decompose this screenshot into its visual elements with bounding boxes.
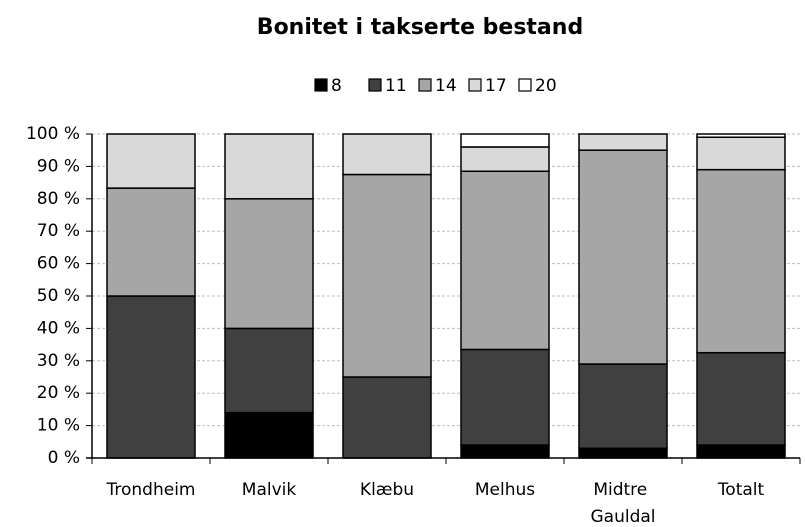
legend-swatch	[468, 78, 482, 92]
bar-segment	[224, 411, 314, 459]
x-tick-label: Trondheim	[106, 480, 196, 500]
y-tick-label: 60 %	[37, 254, 80, 274]
bar-segment	[696, 136, 786, 171]
x-tick-label: Totalt	[717, 480, 765, 500]
y-tick-label: 70 %	[37, 221, 80, 241]
bar-segment	[578, 133, 668, 151]
bar-segment	[460, 444, 550, 459]
bar-segment	[696, 168, 786, 354]
legend-label: 8	[331, 76, 342, 96]
bar-segment	[578, 363, 668, 450]
legend-swatch	[314, 78, 328, 92]
legend-swatch	[368, 78, 382, 92]
bar-segment	[460, 146, 550, 173]
bar-segment	[106, 133, 196, 189]
bar-segment	[106, 295, 196, 459]
legend-label: 14	[435, 76, 457, 96]
bar-segment	[696, 133, 786, 138]
bar-segment	[460, 133, 550, 148]
y-tick-label: 80 %	[37, 189, 80, 209]
x-tick-label: Melhus	[475, 480, 535, 500]
bar-segment	[224, 133, 314, 200]
legend-swatch	[518, 78, 532, 92]
bar-segment	[342, 173, 432, 378]
bar-segment	[224, 198, 314, 330]
bar-segment	[224, 327, 314, 414]
bar-segment	[696, 351, 786, 446]
bar-segment	[460, 170, 550, 351]
y-tick-label: 40 %	[37, 318, 80, 338]
y-tick-label: 0 %	[48, 448, 80, 468]
y-tick-label: 100 %	[26, 124, 80, 144]
bar-segment	[106, 187, 196, 297]
chart-title: Bonitet i takserte bestand	[257, 15, 583, 40]
bar-segment	[342, 133, 432, 176]
bar-segment	[342, 376, 432, 459]
y-tick-label: 20 %	[37, 383, 80, 403]
y-tick-label: 90 %	[37, 156, 80, 176]
legend-label: 17	[485, 76, 507, 96]
y-tick-label: 50 %	[37, 286, 80, 306]
legend-label: 11	[385, 76, 407, 96]
x-tick-label: Midtre Gauldal	[590, 480, 655, 527]
bar-segment	[460, 348, 550, 446]
legend-label: 20	[535, 76, 557, 96]
bar-segment	[696, 444, 786, 459]
legend-swatch	[418, 78, 432, 92]
bar-segment	[578, 149, 668, 365]
y-tick-label: 10 %	[37, 416, 80, 436]
bar-segment	[578, 447, 668, 459]
x-tick-label: Klæbu	[360, 480, 414, 500]
x-tick-label: Malvik	[242, 480, 297, 500]
y-tick-label: 30 %	[37, 351, 80, 371]
